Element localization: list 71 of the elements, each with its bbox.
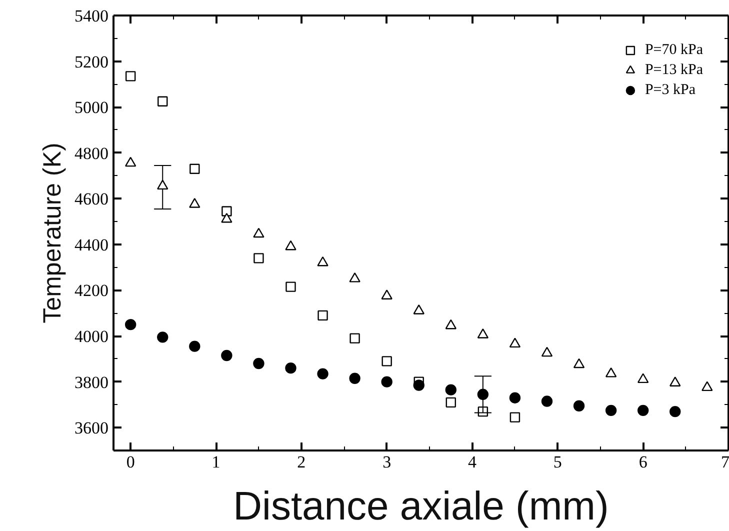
y-tick-label: 5200 [74,52,108,72]
point [158,96,168,106]
x-tick-label: 2 [297,452,306,472]
point [317,256,328,266]
legend-label: P=13 kPa [644,62,703,78]
point [509,338,521,348]
point [124,318,136,330]
x-axis-title: Distance axiale (mm) [233,484,609,528]
x-tick-label: 7 [721,452,729,472]
point [125,71,136,82]
point [573,358,585,368]
point [670,376,681,386]
y-tick-label: 3800 [74,372,108,392]
point [605,404,617,416]
y-tick-label: 4800 [74,144,108,163]
y-tick-label: 4000 [74,327,108,346]
point [286,282,296,292]
x-tick-label: 3 [382,452,392,472]
point [446,397,456,408]
y-tick-label: 4200 [74,281,108,300]
point [190,164,200,174]
point [157,180,168,190]
point [253,228,264,238]
legend-label: P=70 kPa [644,42,703,58]
point [189,340,200,352]
x-tick-label: 5 [553,452,562,472]
point [221,212,232,223]
x-tick-label: 0 [126,452,135,472]
point [349,372,360,384]
point [317,368,328,380]
point [445,384,456,396]
y-tick-label: 3600 [74,418,108,438]
point [573,400,585,412]
point [702,381,713,392]
x-tick-label: 4 [468,452,477,472]
point [124,156,136,167]
point [541,346,553,357]
legend-label: P=3 kPa [644,82,696,98]
y-tick-label: 4400 [74,235,108,254]
y-axis-title: Temperature (K) [38,142,66,324]
point [350,333,360,344]
point [445,319,456,330]
point [477,388,489,400]
point [381,290,392,300]
x-tick-label: 1 [212,452,220,472]
point [510,412,520,422]
point [541,396,553,407]
point [318,310,328,321]
x-tick-label: 6 [638,452,648,472]
point [413,304,424,314]
point [381,376,392,388]
y-tick-label: 5400 [74,6,108,26]
point [189,198,200,208]
point [285,362,296,374]
point [605,367,617,378]
point [637,404,649,416]
point [285,240,296,250]
point [477,328,489,338]
point [637,373,649,384]
point [413,380,424,391]
point [382,356,392,366]
point [222,206,232,216]
y-tick-label: 5000 [74,98,108,118]
point [254,253,264,264]
point [670,406,681,418]
point [349,272,360,282]
point [221,350,232,362]
y-tick-label: 4600 [74,190,108,209]
point [253,358,264,370]
point [509,392,521,404]
point [157,332,168,343]
